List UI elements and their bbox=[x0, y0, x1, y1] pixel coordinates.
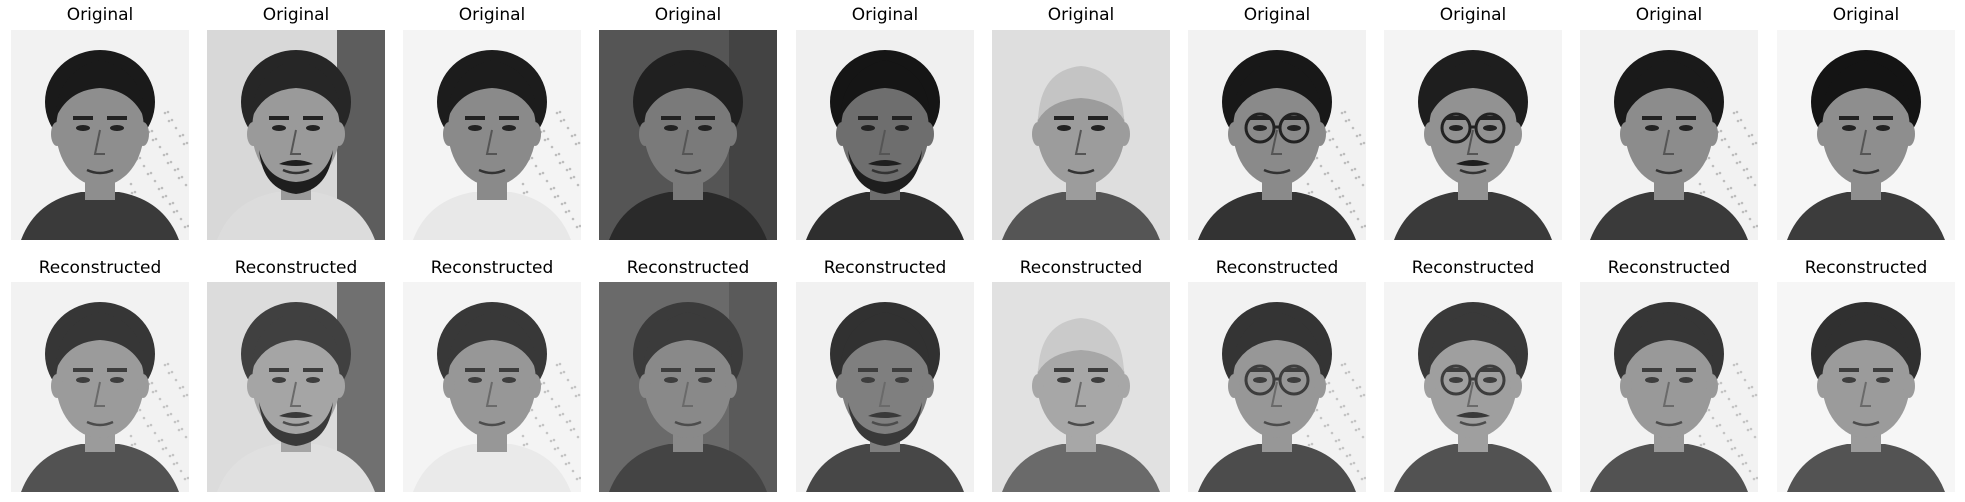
original-title: Original bbox=[1635, 5, 1703, 25]
original-face-image bbox=[207, 30, 385, 240]
shirt bbox=[806, 192, 964, 240]
original-face-image bbox=[1188, 30, 1366, 240]
reconstructed-face-image bbox=[1580, 282, 1758, 492]
original-title: Original bbox=[1047, 5, 1115, 25]
reconstructed-title: Reconstructed bbox=[430, 258, 554, 278]
reconstructed-face-image bbox=[1777, 282, 1955, 492]
mouth bbox=[1459, 420, 1487, 427]
shirt bbox=[609, 444, 767, 492]
shirt bbox=[1590, 192, 1748, 240]
original-title: Original bbox=[66, 5, 134, 25]
reconstructed-face-image bbox=[1384, 282, 1562, 492]
shirt bbox=[1198, 192, 1356, 240]
shirt bbox=[1394, 192, 1552, 240]
mouth bbox=[1852, 420, 1880, 427]
original-title: Original bbox=[1243, 5, 1311, 25]
reconstructed-title: Reconstructed bbox=[1804, 258, 1928, 278]
reconstructed-title: Reconstructed bbox=[38, 258, 162, 278]
reconstructed-face-image bbox=[207, 282, 385, 492]
shirt bbox=[609, 192, 767, 240]
shirt bbox=[1787, 444, 1945, 492]
original-title: Original bbox=[851, 5, 919, 25]
original-face-image bbox=[403, 30, 581, 240]
reconstructed-face-image bbox=[11, 282, 189, 492]
reconstructed-title: Reconstructed bbox=[1607, 258, 1731, 278]
shirt bbox=[1002, 192, 1160, 240]
shirt bbox=[413, 192, 571, 240]
mouth bbox=[86, 168, 114, 175]
mouth bbox=[1459, 168, 1487, 175]
original-face-image bbox=[1384, 30, 1562, 240]
shirt bbox=[1787, 192, 1945, 240]
shirt bbox=[806, 444, 964, 492]
original-title: Original bbox=[1439, 5, 1507, 25]
mouth bbox=[282, 168, 310, 175]
reconstructed-title: Reconstructed bbox=[1019, 258, 1143, 278]
original-title: Original bbox=[1832, 5, 1900, 25]
mouth bbox=[674, 420, 702, 427]
mouth bbox=[871, 168, 899, 175]
mouth bbox=[478, 420, 506, 427]
original-face-image bbox=[796, 30, 974, 240]
shirt bbox=[21, 192, 179, 240]
reconstructed-face-image bbox=[1188, 282, 1366, 492]
mouth bbox=[1263, 168, 1291, 175]
mouth bbox=[1655, 420, 1683, 427]
mouth bbox=[478, 168, 506, 175]
original-face-image bbox=[599, 30, 777, 240]
mouth bbox=[1263, 420, 1291, 427]
mouth bbox=[674, 168, 702, 175]
original-face-image bbox=[1580, 30, 1758, 240]
original-face-image bbox=[11, 30, 189, 240]
shirt bbox=[1198, 444, 1356, 492]
shirt bbox=[1002, 444, 1160, 492]
mouth bbox=[1067, 420, 1095, 427]
reconstructed-title: Reconstructed bbox=[1411, 258, 1535, 278]
shirt bbox=[1394, 444, 1552, 492]
reconstructed-title: Reconstructed bbox=[1215, 258, 1339, 278]
original-title: Original bbox=[654, 5, 722, 25]
reconstructed-title: Reconstructed bbox=[234, 258, 358, 278]
reconstructed-face-image bbox=[796, 282, 974, 492]
mouth bbox=[1067, 168, 1095, 175]
mouth bbox=[1852, 168, 1880, 175]
shirt bbox=[1590, 444, 1748, 492]
mouth bbox=[86, 420, 114, 427]
reconstructed-face-image bbox=[599, 282, 777, 492]
shirt bbox=[217, 444, 375, 492]
mouth bbox=[871, 420, 899, 427]
reconstructed-face-image bbox=[403, 282, 581, 492]
shirt bbox=[217, 192, 375, 240]
reconstructed-title: Reconstructed bbox=[823, 258, 947, 278]
original-face-image bbox=[1777, 30, 1955, 240]
original-face-image bbox=[992, 30, 1170, 240]
reconstructed-face-image bbox=[992, 282, 1170, 492]
mouth bbox=[282, 420, 310, 427]
shirt bbox=[21, 444, 179, 492]
reconstructed-title: Reconstructed bbox=[626, 258, 750, 278]
original-title: Original bbox=[458, 5, 526, 25]
original-title: Original bbox=[262, 5, 330, 25]
mouth bbox=[1655, 168, 1683, 175]
shirt bbox=[413, 444, 571, 492]
